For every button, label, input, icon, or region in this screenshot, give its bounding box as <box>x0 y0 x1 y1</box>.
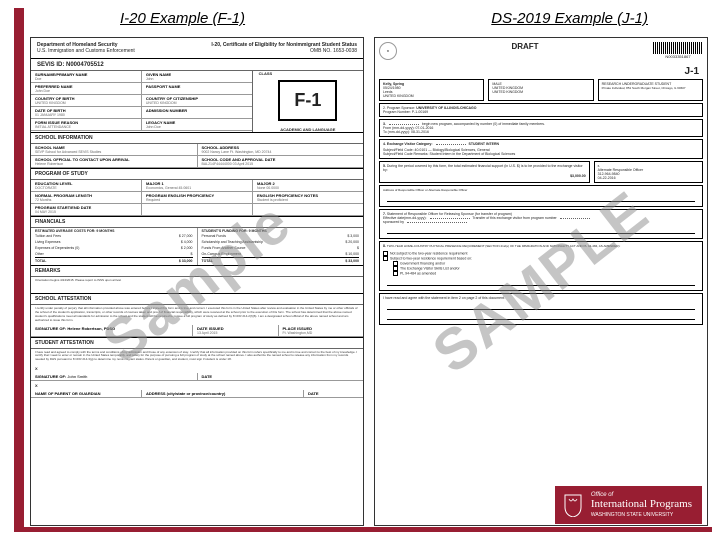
ds-ro-sig: Address of Responsible Officer or Altern… <box>379 185 703 207</box>
ds-sponsor: 2. Program Sponsor: UNIVERSITY OF ILLINO… <box>379 103 703 117</box>
i20-header: Department of Homeland Security U.S. Imm… <box>31 38 363 59</box>
class-box: F-1 <box>278 80 337 121</box>
school-hdr: SCHOOL INFORMATION <box>31 132 363 144</box>
ds-top: ★ DRAFT N0033351867 <box>375 38 707 64</box>
program-hdr: PROGRAM OF STUDY <box>31 168 363 180</box>
omb: OMB NO. 1653-0038 <box>211 48 357 54</box>
content: I-20 Example (F-1) DS-2019 Example (J-1)… <box>30 10 708 526</box>
draft-label: DRAFT <box>511 42 538 51</box>
footer-line2: International Programs <box>591 498 692 510</box>
i20-document: Sample Department of Homeland Security U… <box>30 37 364 526</box>
ds2019-title: DS-2019 Example (J-1) <box>491 10 648 27</box>
ds-cert: I have read and agree with the statement… <box>379 293 703 325</box>
ds-box4: 4. Exchange Visitor Category: STUDENT IN… <box>379 139 703 159</box>
ds2019-document: SAMPLE ★ DRAFT N0033351867 J-1 Kelly, Sp… <box>374 37 708 526</box>
seal-icon: ★ <box>379 42 397 60</box>
wsu-shield-icon <box>563 493 583 517</box>
ds-box5: 5. During the period covered by this for… <box>379 161 703 183</box>
passport-label: PASSPORT NAME <box>146 84 248 89</box>
fin-hdr: FINANCIALS <box>31 216 363 228</box>
ds-box3: 3. begin new program, accompanied by num… <box>379 119 703 137</box>
footer-line3: WASHINGTON STATE UNIVERSITY <box>591 512 692 518</box>
class-sub: ACADEMIC AND LANGUAGE <box>280 127 335 132</box>
adm-label: ADMISSION NUMBER <box>146 108 248 113</box>
attest-hdr: SCHOOL ATTESTATION <box>31 293 363 305</box>
class-label: CLASS <box>259 71 273 76</box>
student-hdr: STUDENT ATTESTATION <box>31 337 363 349</box>
remarks-hdr: REMARKS <box>31 265 363 277</box>
wsu-footer: Office of International Programs WASHING… <box>555 486 702 524</box>
ice-label: U.S. Immigration and Customs Enforcement <box>37 48 135 54</box>
i20-title: I-20 Example (F-1) <box>120 10 245 27</box>
ds-box7: 7. Statement of Responsible Officer for … <box>379 209 703 239</box>
i20-top-grid: SURNAME/PRIMARY NAMEDoe GIVEN NAMEJohn P… <box>31 71 363 132</box>
j1-class: J-1 <box>383 66 699 77</box>
title-row: I-20 Example (F-1) DS-2019 Example (J-1) <box>30 10 708 27</box>
ds-box1: Kelly, Spring 05/24/1980 Leeds UNITED KI… <box>379 79 703 101</box>
fin-table: ESTIMATED AVERAGE COSTS FOR: 9 MONTHS Tu… <box>31 228 363 265</box>
sevis-id: SEVIS ID: N0004705512 <box>31 59 363 71</box>
documents-row: Sample Department of Homeland Security U… <box>30 37 708 526</box>
barcode-number: N0033351867 <box>653 54 703 59</box>
barcode-icon <box>653 42 703 54</box>
ds-box8: 8. TWO-YEAR HOME-COUNTRY PHYSICAL PRESEN… <box>379 241 703 291</box>
